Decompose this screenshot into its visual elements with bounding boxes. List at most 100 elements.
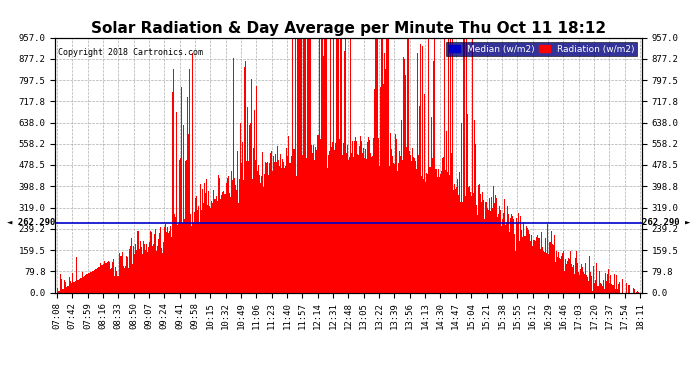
Bar [239,123,241,292]
Bar [430,167,431,292]
Bar [320,139,321,292]
Bar [81,278,82,292]
Bar [359,146,360,292]
Bar [464,38,465,292]
Bar [95,269,96,292]
Bar [247,108,248,292]
Bar [121,252,123,292]
Bar [512,216,513,292]
Bar [338,38,339,292]
Bar [250,123,251,292]
Bar [491,200,493,292]
Bar [251,79,252,292]
Bar [134,254,135,292]
Bar [540,249,541,292]
Bar [395,154,397,292]
Bar [468,187,469,292]
Bar [325,38,326,292]
Bar [66,286,67,292]
Bar [248,160,249,292]
Bar [376,38,377,292]
Bar [293,149,295,292]
Bar [457,179,458,292]
Bar [123,266,124,292]
Bar [494,203,495,292]
Bar [458,195,459,292]
Bar [533,240,534,292]
Bar [502,219,503,292]
Bar [67,286,68,292]
Bar [519,242,520,292]
Bar [348,160,349,292]
Bar [347,145,348,292]
Bar [163,242,164,292]
Bar [132,264,133,292]
Bar [411,161,413,292]
Bar [197,210,198,292]
Bar [335,38,337,292]
Bar [72,273,73,292]
Bar [268,162,270,292]
Bar [382,38,383,292]
Bar [225,194,226,292]
Bar [569,259,570,292]
Bar [477,215,478,292]
Bar [405,75,406,292]
Bar [582,267,583,292]
Bar [284,152,286,292]
Bar [603,280,604,292]
Bar [213,190,214,292]
Bar [386,38,387,292]
Bar [333,38,334,292]
Bar [526,228,528,292]
Bar [602,276,603,292]
Bar [350,38,351,292]
Bar [299,38,300,292]
Bar [583,272,584,292]
Bar [185,161,186,292]
Bar [485,202,486,292]
Bar [330,136,331,292]
Bar [604,289,605,292]
Bar [113,260,114,292]
Bar [368,137,369,292]
Bar [275,154,276,292]
Bar [180,158,181,292]
Bar [104,261,105,292]
Bar [366,138,367,292]
Bar [436,170,437,292]
Bar [536,237,538,292]
Bar [496,198,497,292]
Bar [219,178,220,292]
Bar [593,283,595,292]
Bar [118,276,119,292]
Bar [107,262,108,292]
Bar [328,151,330,292]
Bar [298,38,299,292]
Bar [128,268,129,292]
Bar [455,189,456,292]
Bar [501,226,502,292]
Bar [577,262,578,292]
Bar [236,190,237,292]
Bar [408,151,410,292]
Bar [295,38,296,292]
Bar [353,158,354,292]
Bar [571,264,572,292]
Bar [172,69,174,292]
Bar [217,175,219,292]
Bar [566,264,567,292]
Bar [222,192,223,292]
Bar [367,142,368,292]
Bar [486,202,487,292]
Bar [342,154,343,292]
Bar [221,195,222,292]
Bar [235,186,236,292]
Bar [478,184,480,292]
Bar [443,157,444,292]
Bar [562,253,563,292]
Bar [188,132,190,292]
Bar [538,238,539,292]
Bar [231,171,232,292]
Bar [429,167,430,292]
